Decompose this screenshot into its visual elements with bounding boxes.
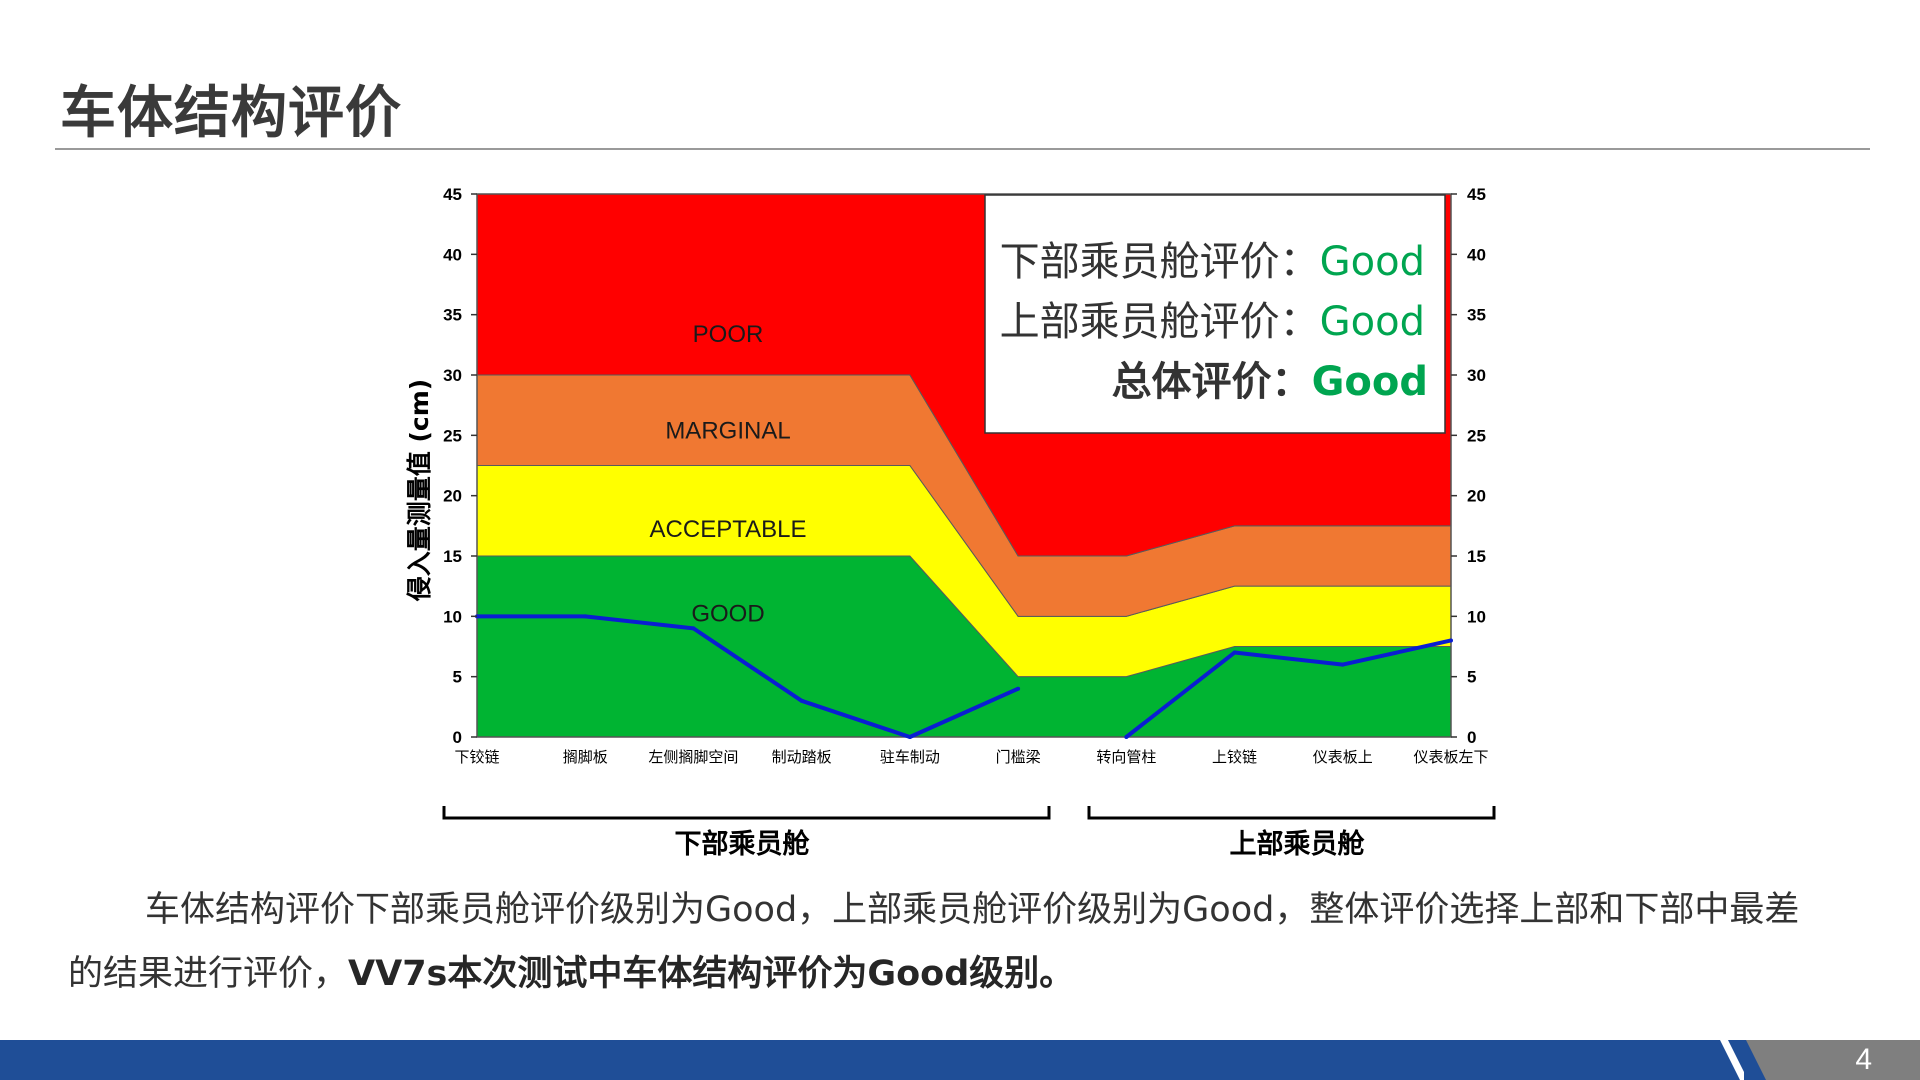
x-tick-label: 搁脚板: [563, 748, 608, 766]
x-tick-label: 下铰链: [454, 748, 499, 766]
y-tick-label-right: 35: [1467, 306, 1486, 325]
band-label-good: GOOD: [691, 601, 764, 628]
band-label-poor: POOR: [693, 321, 764, 348]
y-tick-label-right: 15: [1467, 547, 1486, 566]
series-line-1: [477, 614, 1019, 739]
intrusion-chart: GOOD ACCEPTABLE MARGINAL POOR 0 0 5 5 10 10 15 15 2…: [405, 185, 1496, 860]
measurement-series: [475, 614, 1453, 739]
summary-overall-value: Good: [1312, 359, 1428, 405]
y-tick-label-left: 25: [443, 426, 462, 445]
y-axis-label: 侵入量测量值 (cm): [405, 379, 434, 602]
x-tick-label: 仪表板上: [1313, 748, 1373, 766]
y-tick-label-right: 0: [1467, 728, 1476, 747]
upper-section-label: 上部乘员舱: [1230, 828, 1366, 860]
x-tick-label: 门槛梁: [996, 748, 1041, 766]
summary-overall-label: 总体评价：: [1112, 359, 1312, 405]
y-tick-label-left: 20: [443, 487, 462, 506]
series-point: [1016, 686, 1021, 691]
body-line-1: 车体结构评价下部乘员舱评价级别为Good，上部乘员舱评价级别为Good，整体评价…: [145, 890, 1800, 930]
lower-section-label: 下部乘员舱: [675, 828, 811, 860]
page-number-tab: [1746, 1040, 1920, 1080]
body-line-2: 的结果进行评价，: [68, 954, 349, 994]
footer-bar: [0, 1040, 1920, 1080]
y-tick-label-right: 10: [1467, 607, 1486, 626]
x-tick-label: 上铰链: [1212, 748, 1257, 766]
y-tick-label-left: 30: [443, 366, 462, 385]
summary-box: 下部乘员舱评价：Good 上部乘员舱评价：Good 总体评价：Good: [984, 194, 1446, 434]
section-brackets: 下部乘员舱 上部乘员舱: [442, 806, 1496, 860]
upper-section-bracket: [1087, 806, 1496, 820]
lower-section-bracket: [442, 806, 1051, 820]
y-tick-label-right: 40: [1467, 245, 1486, 264]
series-line-2: [1125, 638, 1452, 739]
series-point: [1449, 638, 1453, 643]
y-tick-label-right: 30: [1467, 366, 1486, 385]
x-tick-label: 转向管柱: [1096, 748, 1156, 766]
y-tick-label-left: 35: [443, 306, 462, 325]
y-tick-label-left: 0: [453, 728, 462, 747]
series-point: [1232, 650, 1237, 655]
rating-bands: [476, 193, 1452, 738]
title-divider: [55, 148, 1870, 150]
band-label-acceptable: ACCEPTABLE: [650, 516, 807, 543]
summary-box-frame: [984, 194, 1446, 434]
summary-upper: 上部乘员舱评价：Good: [1000, 299, 1425, 345]
y-tick-label-right: 25: [1467, 426, 1486, 445]
summary-lower: 下部乘员舱评价：Good: [1000, 239, 1425, 285]
y-tick-label-left: 10: [443, 607, 462, 626]
page-number: 4: [1855, 1043, 1872, 1076]
band-labels: GOOD ACCEPTABLE MARGINAL POOR: [650, 321, 807, 628]
series-point: [1340, 662, 1345, 667]
summary-overall: 总体评价：Good: [1112, 359, 1428, 405]
x-tick-label: 左侧搁脚空间: [648, 748, 738, 766]
y-tick-label-right: 20: [1467, 487, 1486, 506]
y-tick-label-right: 5: [1467, 668, 1476, 687]
plot-frame: [476, 193, 1452, 738]
slide-title: 车体结构评价: [60, 81, 402, 146]
series-point: [691, 626, 696, 631]
y-tick-label-left: 5: [453, 668, 462, 687]
x-tick-label: 仪表板左下: [1413, 748, 1488, 766]
summary-upper-label: 上部乘员舱评价：: [1000, 299, 1320, 345]
series-point: [583, 614, 588, 619]
y-tick-label-right: 45: [1467, 185, 1486, 204]
series-point: [1124, 735, 1129, 739]
y-tick-label-left: 15: [443, 547, 462, 566]
x-tick-label: 驻车制动: [880, 748, 940, 766]
x-tick-label: 制动踏板: [772, 748, 832, 766]
y-tick-label-left: 40: [443, 245, 462, 264]
body-paragraph: 车体结构评价下部乘员舱评价级别为Good，上部乘员舱评价级别为Good，整体评价…: [68, 878, 1858, 1006]
summary-lower-label: 下部乘员舱评价：: [1000, 239, 1320, 285]
series-point: [799, 698, 804, 703]
body-conclusion: VV7s本次测试中车体结构评价为Good级别。: [348, 954, 1075, 994]
chart-axes: 0 0 5 5 10 10 15 15 20 20 25 25 30 30 35 35 40 40 45 45 下铰链 搁…: [443, 185, 1488, 766]
y-tick-label-left: 45: [443, 185, 462, 204]
summary-lower-value: Good: [1320, 239, 1425, 285]
series-point: [907, 735, 912, 739]
summary-upper-value: Good: [1320, 299, 1425, 345]
band-label-marginal: MARGINAL: [665, 417, 790, 444]
